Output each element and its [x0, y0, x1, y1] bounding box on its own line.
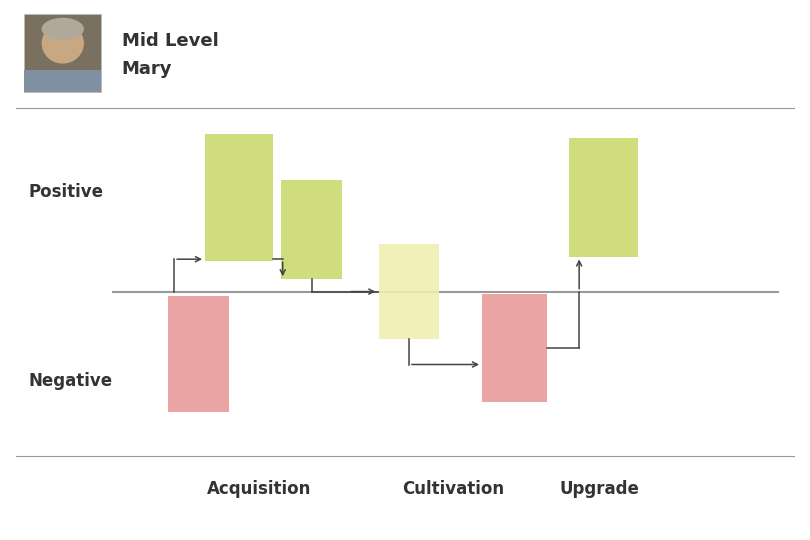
Text: Acquisition: Acquisition [207, 480, 311, 498]
FancyBboxPatch shape [482, 294, 547, 402]
FancyBboxPatch shape [204, 133, 273, 260]
FancyBboxPatch shape [379, 244, 439, 339]
Text: Cultivation: Cultivation [403, 480, 505, 498]
Text: Negative: Negative [28, 372, 113, 390]
Text: Positive: Positive [28, 183, 104, 201]
Text: Mary: Mary [122, 59, 172, 78]
FancyBboxPatch shape [24, 70, 101, 92]
Ellipse shape [41, 23, 84, 64]
Ellipse shape [41, 18, 84, 40]
FancyBboxPatch shape [24, 14, 101, 92]
Text: Upgrade: Upgrade [560, 480, 639, 498]
FancyBboxPatch shape [168, 296, 228, 411]
FancyBboxPatch shape [569, 138, 638, 256]
Text: Mid Level: Mid Level [122, 31, 218, 50]
FancyBboxPatch shape [282, 179, 343, 280]
